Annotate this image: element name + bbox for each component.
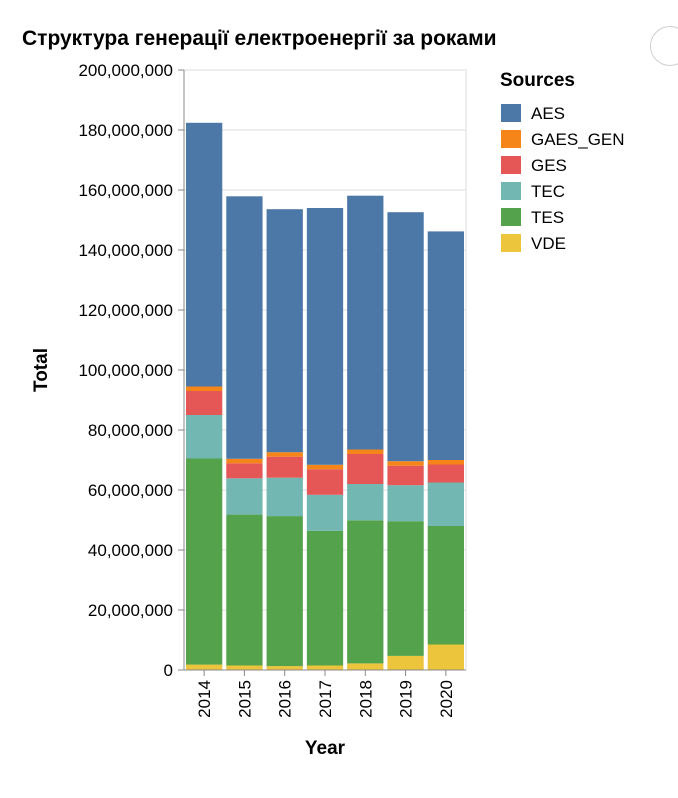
bar-segment-aes-2018: [347, 195, 384, 450]
legend-label-vde: VDE: [531, 234, 566, 253]
bar-segment-tes-2018: [347, 520, 384, 664]
bar-segment-aes-2019: [387, 212, 424, 462]
legend-label-tec: TEC: [531, 182, 565, 201]
bar-segment-tec-2018: [347, 484, 384, 521]
x-axis: 2014 2015 2016 2017 2018 2019 2020: [195, 670, 456, 718]
y-axis: 0 20,000,000 40,000,000 60,000,000 80,000,00…: [78, 61, 184, 680]
bar-segment-ges-2019: [387, 465, 424, 486]
legend-label-tes: TES: [531, 208, 564, 227]
y-tick-label: 120,000,000: [78, 301, 173, 320]
bar-segment-gaes_gen-2019: [387, 461, 424, 466]
legend-swatch-tec: [501, 182, 521, 200]
x-axis-title: Year: [305, 738, 346, 759]
bar-segment-vde-2015: [226, 665, 263, 670]
x-tick-label: 2018: [356, 680, 375, 718]
x-tick-label: 2016: [276, 680, 295, 718]
x-tick-label: 2015: [235, 680, 254, 718]
bar-segment-tec-2014: [186, 415, 223, 459]
legend-label-ges: GES: [531, 156, 567, 175]
bar-segment-tec-2015: [226, 478, 263, 515]
legend-swatch-ges: [501, 156, 521, 174]
bar-segment-vde-2016: [266, 666, 303, 670]
bar-segment-vde-2017: [306, 665, 344, 670]
legend: Sources AES GAES_GEN GES TEC TES VDE: [500, 70, 625, 253]
bar-segment-gaes_gen-2020: [427, 460, 464, 465]
bar-segment-vde-2014: [186, 664, 223, 670]
y-tick-label: 160,000,000: [78, 181, 173, 200]
bar-segment-ges-2018: [347, 454, 384, 484]
legend-label-gaes_gen: GAES_GEN: [531, 130, 625, 149]
bar-segment-aes-2015: [226, 196, 263, 459]
bar-segment-tes-2014: [186, 458, 223, 665]
legend-title: Sources: [500, 70, 575, 91]
bar-segment-gaes_gen-2017: [306, 464, 344, 470]
legend-label-aes: AES: [531, 104, 565, 123]
bar-segment-vde-2018: [347, 663, 384, 670]
legend-swatch-aes: [501, 104, 521, 122]
bar-segment-tes-2020: [427, 526, 464, 645]
bar-segment-ges-2017: [306, 469, 344, 495]
bar-segment-aes-2016: [266, 209, 303, 453]
bar-segment-gaes_gen-2014: [186, 386, 223, 391]
y-tick-label: 140,000,000: [78, 241, 173, 260]
bar-segment-gaes_gen-2015: [226, 458, 263, 464]
bar-segment-tec-2016: [266, 477, 303, 517]
bar-segment-tes-2015: [226, 514, 263, 666]
action-button[interactable]: [650, 26, 678, 66]
bar-segment-tes-2019: [387, 521, 424, 656]
x-tick-label: 2020: [437, 680, 456, 718]
bar-segment-tec-2020: [427, 482, 464, 526]
bar-segment-tes-2017: [306, 530, 344, 666]
y-tick-label: 100,000,000: [78, 361, 173, 380]
bar-segment-ges-2020: [427, 464, 464, 483]
legend-swatch-vde: [501, 234, 521, 252]
bar-segment-aes-2020: [427, 231, 464, 460]
y-axis-title: Total: [31, 348, 52, 392]
x-tick-label: 2017: [316, 680, 335, 718]
bar-segment-ges-2015: [226, 463, 263, 479]
bar-segment-vde-2019: [387, 655, 424, 670]
legend-swatch-gaes_gen: [501, 130, 521, 148]
bar-segment-aes-2017: [306, 208, 344, 465]
y-tick-label: 200,000,000: [78, 61, 173, 80]
bar-segment-tec-2017: [306, 494, 344, 531]
y-tick-label: 60,000,000: [88, 481, 173, 500]
bar-segment-tes-2016: [266, 516, 303, 667]
bars: [186, 122, 464, 670]
legend-swatch-tes: [501, 208, 521, 226]
bar-segment-gaes_gen-2016: [266, 452, 303, 457]
bar-segment-tec-2019: [387, 485, 424, 522]
bar-segment-vde-2020: [427, 644, 464, 670]
y-tick-label: 40,000,000: [88, 541, 173, 560]
x-tick-label: 2019: [397, 680, 416, 718]
chart-title: Структура генерації електроенергії за ро…: [22, 27, 497, 50]
bar-segment-ges-2014: [186, 391, 223, 415]
bar-segment-ges-2016: [266, 456, 303, 478]
y-tick-label: 0: [164, 661, 173, 680]
y-tick-label: 20,000,000: [88, 601, 173, 620]
y-tick-label: 80,000,000: [88, 421, 173, 440]
y-tick-label: 180,000,000: [78, 121, 173, 140]
bar-segment-gaes_gen-2018: [347, 449, 384, 454]
bar-segment-aes-2014: [186, 122, 223, 387]
x-tick-label: 2014: [195, 680, 214, 718]
